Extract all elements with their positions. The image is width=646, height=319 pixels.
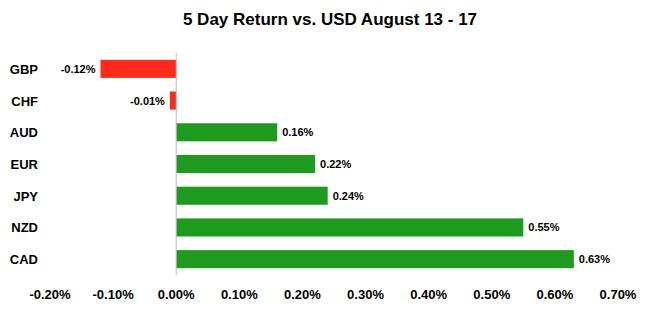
category-label: CAD — [10, 252, 38, 267]
bar — [176, 187, 327, 205]
x-tick — [50, 275, 51, 278]
x-tick-label: 0.40% — [410, 287, 447, 302]
x-tick-label: 0.20% — [284, 287, 321, 302]
x-tick-label: -0.20% — [29, 287, 71, 302]
data-label: 0.16% — [282, 126, 313, 138]
x-tick — [302, 275, 303, 278]
chart-container: 5 Day Return vs. USD August 13 - 17 -0.20… — [0, 0, 646, 319]
x-tick-label: 0.60% — [536, 287, 573, 302]
x-tick — [554, 275, 555, 278]
bar — [176, 218, 523, 236]
category-label: GBP — [10, 62, 39, 77]
x-axis: -0.20% -0.10% 0.00% 0.10% 0.20% 0.30% 0.40% 0.5… — [29, 275, 636, 302]
bar — [176, 250, 574, 268]
category-axis-line — [176, 53, 177, 275]
x-tick-label: 0.30% — [347, 287, 384, 302]
x-tick-label: 0.50% — [473, 287, 510, 302]
category-label: AUD — [10, 125, 38, 140]
x-tick-label: 0.10% — [221, 287, 258, 302]
x-tick — [176, 275, 177, 278]
category-label: JPY — [13, 189, 38, 204]
x-tick — [491, 275, 492, 278]
x-tick — [428, 275, 429, 278]
data-label: -0.01% — [130, 95, 165, 107]
x-tick — [113, 275, 114, 278]
bar — [176, 123, 277, 141]
category-label: NZD — [11, 220, 38, 235]
chart-title: 5 Day Return vs. USD August 13 - 17 — [183, 10, 477, 29]
data-labels: -0.12% -0.01% 0.16% 0.22% 0.24% 0.55% 0.63% — [61, 63, 611, 265]
bar — [176, 155, 315, 173]
x-tick-label: 0.70% — [600, 287, 637, 302]
data-label: 0.24% — [333, 190, 364, 202]
data-label: 0.55% — [528, 221, 559, 233]
chart-svg: 5 Day Return vs. USD August 13 - 17 -0.20… — [0, 0, 646, 319]
x-tick — [365, 275, 366, 278]
category-label: CHF — [11, 94, 38, 109]
bar — [170, 92, 176, 110]
x-tick-label: 0.00% — [158, 287, 195, 302]
x-tick — [239, 275, 240, 278]
bars — [100, 60, 573, 268]
bar — [100, 60, 176, 78]
data-label: 0.22% — [320, 158, 351, 170]
data-label: -0.12% — [61, 63, 96, 75]
x-tick-label: -0.10% — [93, 287, 135, 302]
category-label: EUR — [11, 157, 39, 172]
x-tick — [618, 275, 619, 278]
data-label: 0.63% — [579, 253, 610, 265]
y-axis: GBP CHF AUD EUR JPY NZD CAD — [10, 62, 39, 267]
